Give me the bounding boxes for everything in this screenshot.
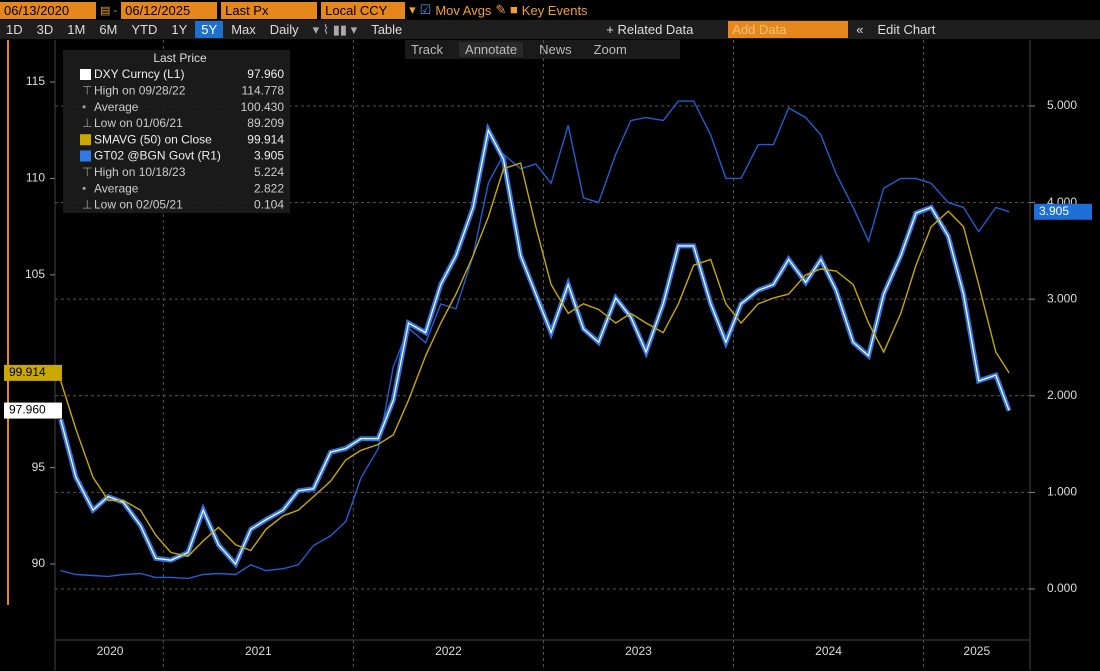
add-data[interactable]: Add Data (728, 21, 849, 38)
table-button[interactable]: Table (371, 22, 403, 37)
stat-icon: ⊥ (82, 198, 92, 212)
range-button[interactable]: 1D (6, 22, 23, 37)
tool-button[interactable]: Zoom (593, 42, 627, 57)
range-button[interactable]: 3D (36, 22, 54, 37)
edit-chart[interactable]: Edit Chart (877, 22, 936, 37)
key-events[interactable]: Key Events (521, 2, 588, 18)
legend-swatch (80, 150, 91, 162)
mov-avgs[interactable]: Mov Avgs (435, 2, 492, 18)
y-tick-label: 90 (32, 556, 46, 570)
tool-button[interactable]: Annotate (459, 42, 524, 57)
value-tag-label: 3.905 (1039, 204, 1069, 218)
stat-label: High on 10/18/23 (94, 165, 186, 179)
x-tick-label: 2023 (625, 644, 652, 658)
range-button[interactable]: YTD (131, 22, 158, 37)
stat-label: Average (94, 100, 139, 114)
x-tick-label: 2025 (963, 644, 990, 658)
legend-value: 97.960 (247, 67, 284, 81)
stat-label: Low on 02/05/21 (94, 198, 183, 212)
currency-select[interactable]: Local CCY (321, 1, 406, 19)
legend-value: 99.914 (247, 132, 284, 146)
x-tick-label: 2024 (815, 644, 842, 658)
y2-tick-label: 1.000 (1047, 485, 1077, 499)
legend-swatch (80, 134, 91, 146)
legend-box (63, 50, 290, 213)
legend-label: GT02 @BGN Govt (R1) (94, 149, 221, 163)
icon: ▾ ⌇ ▮▮ ▾ (312, 22, 358, 37)
value-tag (1034, 203, 1092, 220)
stat-icon: ⊤ (82, 83, 92, 97)
range-button[interactable]: 1Y (171, 22, 188, 37)
related-data[interactable]: + Related Data (606, 22, 694, 37)
period-select[interactable]: Daily (269, 22, 299, 37)
legend-title: Last Price (153, 51, 207, 65)
tool-button[interactable]: News (539, 42, 572, 57)
chart-tools: Track Annotate News Zoom (405, 40, 680, 59)
legend-value: 3.905 (254, 149, 284, 163)
start-date[interactable]: 06/13/2020 (0, 1, 96, 19)
legend-label: SMAVG (50) on Close (94, 132, 212, 146)
stat-label: Low on 01/06/21 (94, 116, 183, 130)
legend-label: DXY Curncy (L1) (94, 67, 184, 81)
stat-icon: ⊥ (82, 116, 92, 130)
y2-tick-label: 3.000 (1047, 291, 1077, 305)
series-line (60, 128, 1010, 566)
series-line (60, 162, 1010, 558)
y2-tick-label: 0.000 (1047, 581, 1077, 595)
value-tag-label: 97.960 (9, 403, 46, 417)
value-tag (4, 364, 62, 381)
series-line (60, 100, 1010, 580)
legend-swatch (80, 69, 91, 80)
range-button[interactable]: Max (231, 22, 256, 37)
end-date[interactable]: 06/12/2025 (121, 1, 218, 19)
stat-label: Average (94, 181, 139, 195)
stat-value: 100.430 (241, 100, 285, 114)
icon: « (856, 22, 864, 37)
y2-tick-label: 2.000 (1047, 388, 1077, 402)
chart: 90951051101150.0001.0002.0003.0004.0005.… (4, 40, 1092, 670)
y2-tick-label: 5.000 (1047, 98, 1077, 112)
x-tick-label: 2021 (245, 644, 272, 658)
y-tick-label: 110 (26, 171, 45, 185)
stat-value: 2.822 (254, 181, 284, 195)
stat-icon: ⊤ (82, 165, 92, 179)
range-button[interactable]: 1M (67, 22, 86, 37)
x-tick-label: 2020 (97, 644, 124, 658)
top-bar: 06/13/2020 ▤ - 06/12/2025 Last Px Local … (0, 0, 1100, 20)
value-tag-label: 99.914 (9, 365, 46, 379)
range-bar: 1D 3D 1M 6M YTD 1Y 5Y Max Daily ▾ ⌇ ▮▮ ▾ Table + Re… (0, 20, 1100, 39)
y-tick-label: 115 (26, 74, 45, 88)
tool-button[interactable]: Track (411, 42, 444, 57)
stat-value: 114.778 (242, 83, 285, 97)
stat-value: 0.104 (254, 198, 284, 212)
field-select[interactable]: Last Px (221, 1, 318, 19)
stat-icon: • (82, 181, 86, 195)
value-tag (4, 402, 62, 419)
range-button[interactable]: 6M (99, 22, 118, 37)
stat-value: 89.209 (247, 116, 284, 130)
stat-icon: • (82, 100, 86, 114)
y-tick-label: 105 (25, 267, 45, 281)
stat-value: 5.224 (254, 165, 284, 179)
stat-label: High on 09/28/22 (94, 83, 186, 97)
y-tick-label: 95 (32, 460, 46, 474)
range-button[interactable]: 5Y (195, 21, 224, 38)
x-tick-label: 2022 (435, 644, 462, 658)
